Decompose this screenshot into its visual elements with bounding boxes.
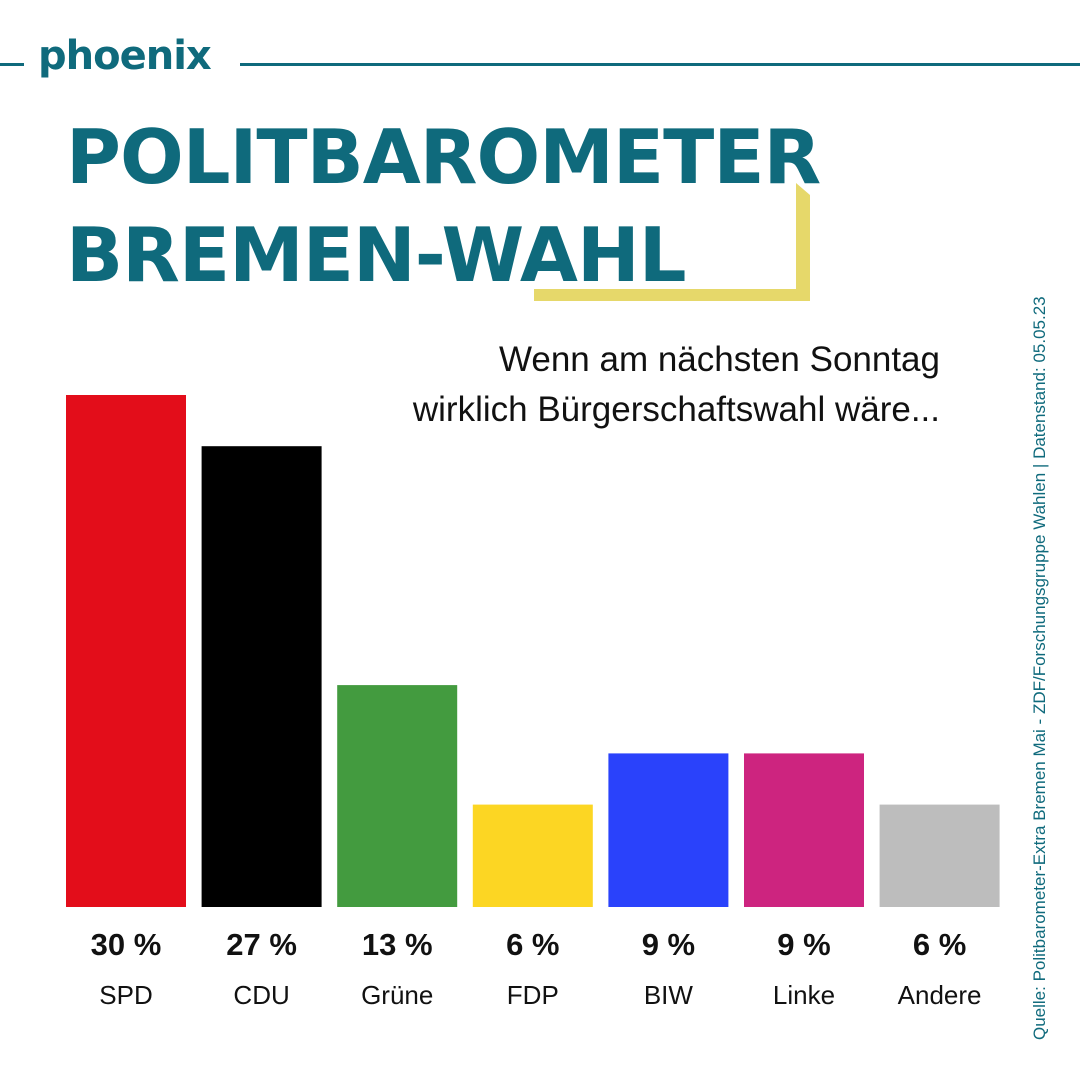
- bar-gr-ne: [337, 685, 458, 907]
- value-label-andere: 6 %: [913, 927, 966, 962]
- value-label-linke: 9 %: [777, 927, 830, 962]
- phoenix-logo: phoenix: [38, 33, 212, 79]
- category-label-andere: Andere: [898, 980, 982, 1010]
- value-label-biw: 9 %: [642, 927, 695, 962]
- category-label-cdu: CDU: [233, 980, 289, 1010]
- header-rule-right: [240, 63, 1080, 66]
- bar-cdu: [201, 446, 322, 907]
- header-rule-left: [0, 63, 24, 66]
- chart-subtitle: Wenn am nächsten Sonntag wirklich Bürger…: [413, 335, 940, 435]
- category-label-gr-ne: Grüne: [361, 980, 433, 1010]
- source-note: Quelle: Politbarometer-Extra Bremen Mai …: [1030, 296, 1049, 1040]
- bar-fdp: [472, 804, 593, 907]
- value-label-fdp: 6 %: [506, 927, 559, 962]
- category-label-biw: BIW: [644, 980, 694, 1010]
- subtitle-line-1: Wenn am nächsten Sonntag: [498, 340, 940, 379]
- bar-spd: [66, 395, 186, 907]
- category-label-spd: SPD: [99, 980, 152, 1010]
- bar-linke: [744, 753, 864, 907]
- value-label-cdu: 27 %: [226, 927, 297, 962]
- category-label-fdp: FDP: [507, 980, 559, 1010]
- bar-andere: [879, 804, 1000, 907]
- bar-biw: [608, 753, 729, 907]
- value-label-gr-ne: 13 %: [362, 927, 433, 962]
- subtitle-line-2: wirklich Bürgerschaftswahl wäre...: [412, 390, 940, 429]
- category-label-linke: Linke: [773, 980, 835, 1010]
- value-label-spd: 30 %: [91, 927, 162, 962]
